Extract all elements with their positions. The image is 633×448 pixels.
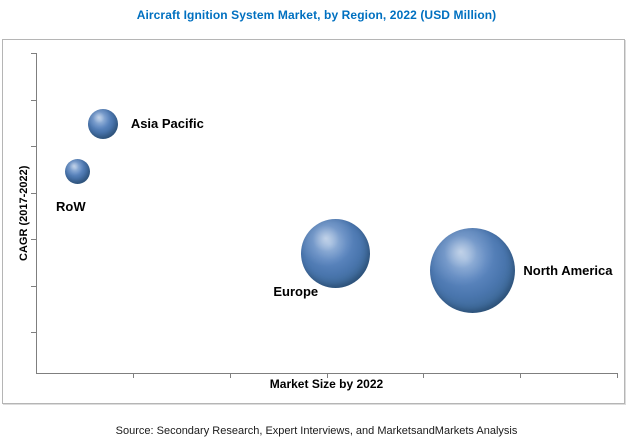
y-axis-tick [31,192,36,194]
x-axis-tick [423,373,425,378]
y-axis-tick [31,285,36,287]
y-axis-tick [31,332,36,333]
x-axis-label: Market Size by 2022 [269,377,384,391]
y-axis-tick [31,239,36,240]
bubble-label-north-america: North America [523,262,613,278]
source-note: Source: Secondary Research, Expert Inter… [115,425,518,437]
chart-title: Aircraft Ignition System Market, by Regi… [136,8,497,22]
bubble-north-america [430,228,516,314]
bubble-row [65,158,91,184]
plot-area: CAGR (2017-2022) North America Europe Asia… [2,39,625,404]
bubble-europe [301,218,371,288]
x-axis-tick [326,373,328,378]
y-axis-tick [31,146,36,147]
bubble-label-row: RoW [56,199,86,215]
x-axis-tick [617,373,618,378]
y-axis-label: CAGR (2017-2022) [18,165,30,261]
y-axis-tick [31,99,36,101]
x-axis-tick [520,373,522,378]
bubble-asia-pacific [87,109,118,140]
x-axis-tick [229,373,231,378]
y-axis-line [36,53,37,373]
bubble-label-asia-pacific: Asia Pacific [130,116,204,132]
x-axis-tick [132,373,134,378]
bubble-label-europe: Europe [273,284,319,299]
y-axis-tick [31,53,36,54]
